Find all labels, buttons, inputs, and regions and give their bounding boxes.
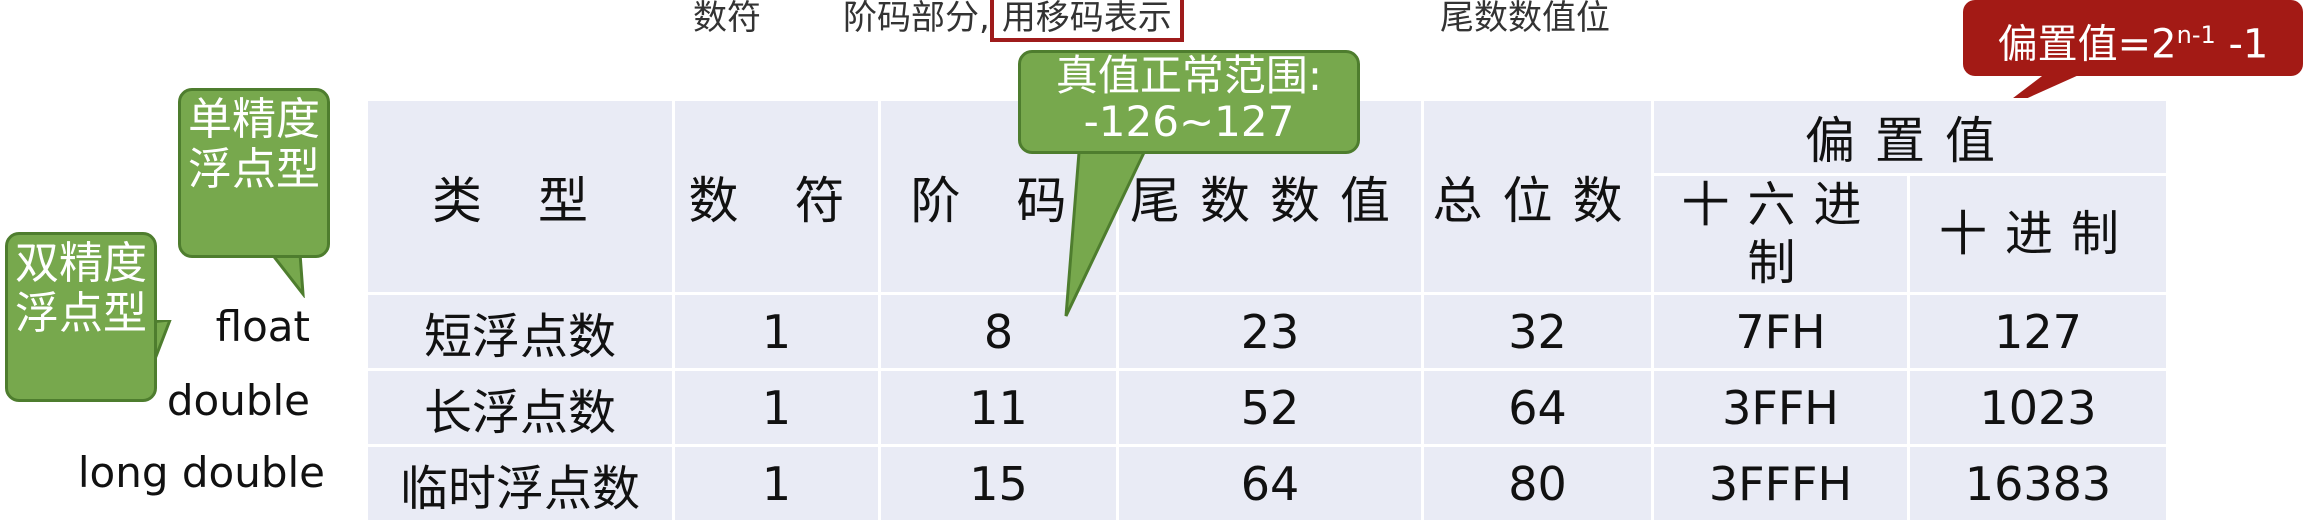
- cell-sign: 1: [672, 292, 881, 371]
- exponent-caption-prefix: 阶码部分,: [843, 0, 990, 38]
- cell-exponent: 11: [878, 368, 1119, 447]
- table-row: 长浮点数 1 11 52 64 3FFH 1023: [365, 368, 2169, 447]
- header-decimal: 十进制: [1907, 173, 2169, 295]
- cell-sign: 1: [672, 368, 881, 447]
- cell-total: 64: [1421, 368, 1654, 447]
- cell-decimal: 127: [1907, 292, 2169, 371]
- cell-mantissa: 52: [1116, 368, 1424, 447]
- range-callout: 真值正常范围: -126~127: [1018, 50, 1360, 154]
- biased-code-highlight: 用移码表示: [989, 0, 1184, 42]
- cell-hex: 3FFFH: [1651, 444, 1910, 523]
- header-total-bits: 总位数: [1421, 98, 1654, 295]
- cell-exponent: 8: [878, 292, 1119, 371]
- header-bias: 偏置值: [1651, 98, 2169, 176]
- row-label-float: float: [215, 302, 310, 351]
- cell-type: 短浮点数: [365, 292, 675, 371]
- cell-hex: 7FH: [1651, 292, 1910, 371]
- mantissa-column-caption: 尾数数值位: [1440, 0, 1610, 38]
- cell-decimal: 16383: [1907, 444, 2169, 523]
- cell-exponent: 15: [878, 444, 1119, 523]
- range-callout-pointer: [1064, 140, 1152, 317]
- header-hex: 十六进制: [1651, 173, 1910, 295]
- row-label-double: double: [166, 376, 310, 425]
- cell-type: 长浮点数: [365, 368, 675, 447]
- cell-hex: 3FFH: [1651, 368, 1910, 447]
- range-callout-value: -126~127: [1083, 97, 1295, 146]
- single-precision-callout: 单精度浮点型: [178, 88, 330, 258]
- cell-mantissa: 23: [1116, 292, 1424, 371]
- bias-formula-suffix: -1: [2215, 21, 2269, 68]
- bias-formula-prefix: 偏置值=2: [1997, 21, 2177, 68]
- cell-type: 临时浮点数: [365, 444, 675, 523]
- header-type: 类 型: [365, 98, 675, 295]
- double-precision-callout: 双精度浮点型: [5, 232, 157, 402]
- table-row: 临时浮点数 1 15 64 80 3FFFH 16383: [365, 444, 2169, 523]
- range-callout-title: 真值正常范围:: [1055, 51, 1323, 100]
- row-label-long-double: long double: [77, 448, 325, 497]
- bias-formula-exponent: n-1: [2176, 21, 2216, 49]
- exponent-column-caption: 阶码部分, 用移码表示: [843, 0, 1184, 42]
- cell-total: 32: [1421, 292, 1654, 371]
- float-format-table: 类 型 数 符 阶 码 尾数数值 总位数 偏置值 十六进制 十进制 短浮点数 1…: [365, 98, 2169, 523]
- sign-column-caption: 数符: [693, 0, 761, 38]
- cell-sign: 1: [672, 444, 881, 523]
- cell-mantissa: 64: [1116, 444, 1424, 523]
- header-sign: 数 符: [672, 98, 881, 295]
- bias-formula-callout: 偏置值=2n-1 -1: [1963, 0, 2303, 76]
- cell-total: 80: [1421, 444, 1654, 523]
- cell-decimal: 1023: [1907, 368, 2169, 447]
- table-row: 短浮点数 1 8 23 32 7FH 127: [365, 292, 2169, 371]
